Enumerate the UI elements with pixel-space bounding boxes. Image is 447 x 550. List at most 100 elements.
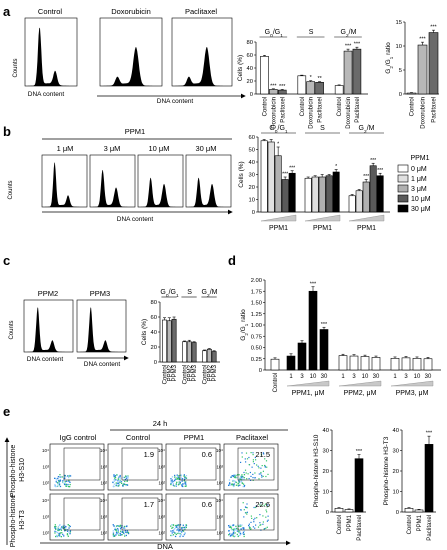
flow-event [66, 485, 68, 487]
dose-wedge [390, 380, 434, 387]
flow-event [123, 483, 125, 485]
flow-event [59, 528, 61, 531]
legend-label: 0 μM [411, 166, 427, 173]
dna-content-label: DNA content [27, 356, 64, 363]
flow-event [64, 481, 66, 483]
flow-event [58, 532, 60, 535]
flow-event [55, 485, 57, 488]
flow-event [180, 533, 182, 535]
flow-event [55, 534, 58, 537]
flow-event [253, 506, 255, 509]
bar [371, 357, 381, 371]
y-axis-label-group: G2/G1 ratio [240, 309, 249, 341]
histogram-frame [41, 154, 88, 208]
histogram-control [24, 17, 78, 87]
flow-event [246, 503, 248, 505]
flow-event [118, 525, 120, 527]
flow-event [112, 532, 115, 534]
flow-event [234, 475, 236, 477]
flow-event [57, 485, 59, 487]
bar [417, 44, 428, 95]
flow-event [54, 477, 56, 479]
flow-event [112, 530, 114, 532]
flow-event [176, 478, 178, 480]
flow-event [119, 526, 121, 529]
dose-tick-label: 30 [425, 374, 432, 380]
flow-event [55, 478, 57, 480]
histogram-frame [185, 154, 232, 208]
flow-event [59, 480, 61, 482]
category-label: Control [203, 365, 209, 384]
bar [354, 458, 364, 513]
dose-wedge [348, 214, 385, 222]
dose-tick-label: 3 [352, 374, 356, 380]
bar [211, 351, 217, 363]
label-part: /G [385, 59, 392, 66]
flow-event [232, 484, 234, 486]
flow-event [232, 479, 234, 482]
category-label: Control [407, 515, 413, 534]
flow-event [179, 524, 182, 526]
flow-event [185, 477, 187, 479]
flow-event [234, 535, 236, 537]
significance-mark: *** [356, 449, 363, 455]
flow-event [259, 514, 261, 516]
flow-event [180, 477, 182, 479]
flow-event [233, 535, 235, 538]
flow-event [252, 473, 254, 475]
flow-event [57, 482, 59, 484]
flow-event [243, 527, 245, 529]
flow-event [124, 535, 126, 537]
bar [206, 348, 212, 363]
flow-event [184, 528, 186, 530]
flow-event [255, 506, 257, 509]
flow-event [127, 532, 130, 535]
flow-event [180, 527, 183, 529]
significance-mark: *** [377, 168, 383, 174]
flow-event [115, 525, 118, 527]
flow-event [175, 526, 177, 529]
flow-event [254, 477, 256, 479]
flow-event [118, 533, 120, 535]
flow-event [65, 485, 67, 487]
flow-event [57, 528, 59, 530]
flow-event [120, 530, 122, 532]
flow-event [179, 535, 181, 538]
flow-event [127, 476, 129, 479]
flow-event [54, 485, 56, 487]
flow-event [64, 483, 66, 485]
flow-event [260, 454, 262, 456]
bar [344, 509, 354, 513]
flow-event [242, 483, 245, 485]
flow-event [122, 531, 124, 533]
y-axis-label: G2/G1 ratio [385, 42, 394, 74]
flow-event [241, 482, 243, 484]
flow-event [122, 485, 124, 487]
flow-event [264, 458, 266, 460]
flow-event [178, 475, 180, 478]
flow-tick-label: 10² [42, 481, 49, 486]
bar [267, 141, 275, 213]
bar [318, 176, 326, 213]
flow-gate [237, 447, 275, 481]
bar [401, 357, 411, 371]
flow-event [174, 532, 176, 534]
flow-event [181, 485, 183, 487]
dna-content-label: DNA content [84, 361, 121, 368]
flow-event [68, 525, 70, 527]
significance-mark: *** [321, 322, 328, 328]
flow-event [174, 478, 177, 480]
flow-event [246, 511, 248, 513]
flow-event [244, 506, 247, 508]
flow-event [239, 478, 241, 480]
y-tick-label: 10 [396, 44, 402, 50]
significance-mark: *** [282, 172, 288, 178]
hist-title-doxorubicin: Doxorubicin [111, 7, 151, 16]
y-tick-label: 20 [249, 185, 255, 191]
flow-event [179, 478, 181, 480]
histogram-ppm2 [23, 299, 74, 353]
flow-event [241, 476, 243, 478]
hist-title-paclitaxel: Paclitaxel [185, 7, 217, 16]
flow-event [112, 481, 114, 484]
flow-event [240, 478, 242, 480]
